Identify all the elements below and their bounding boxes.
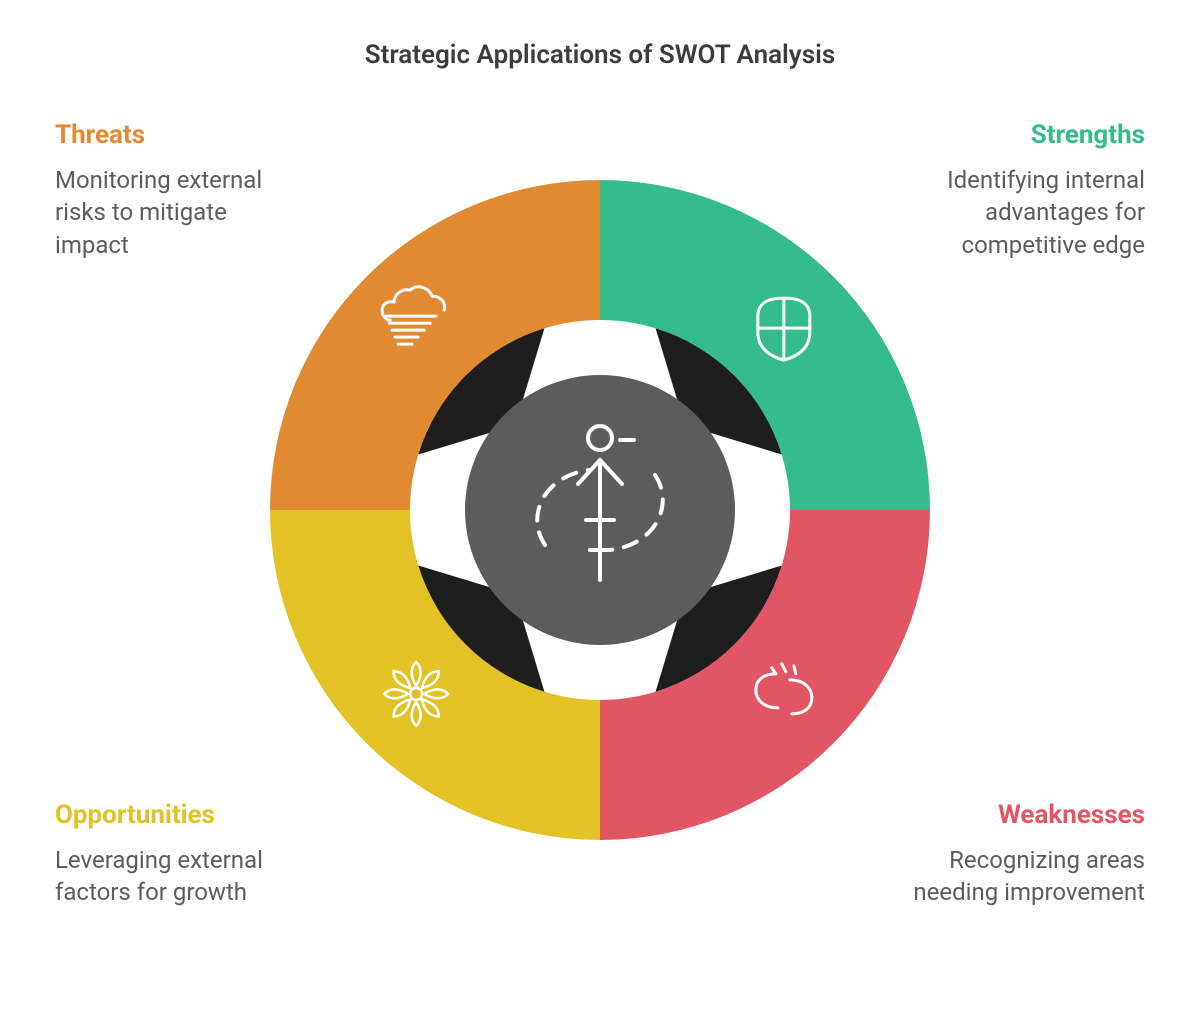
swot-diagram [250,160,950,860]
page-title: Strategic Applications of SWOT Analysis [0,40,1200,70]
label-title-threats: Threats [55,120,305,150]
label-title-strengths: Strengths [895,120,1145,150]
